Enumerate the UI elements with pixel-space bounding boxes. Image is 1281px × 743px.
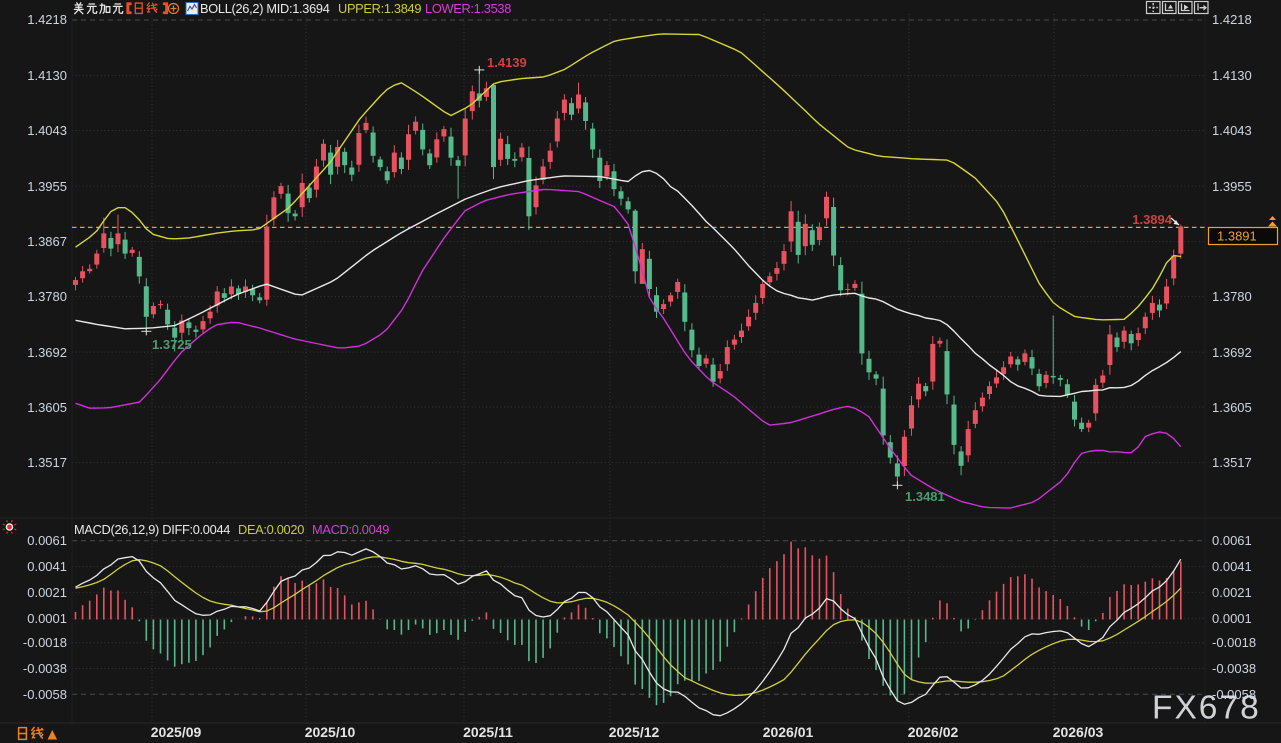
svg-text:2026/03: 2026/03: [1053, 724, 1104, 740]
svg-text:0.0021: 0.0021: [27, 585, 67, 600]
svg-text:2025/10: 2025/10: [305, 724, 356, 740]
svg-text:MACD:0.0049: MACD:0.0049: [312, 522, 389, 537]
svg-text:1.3517: 1.3517: [1212, 455, 1252, 470]
svg-text:-0.0058: -0.0058: [23, 687, 67, 702]
svg-text:0.0041: 0.0041: [27, 559, 67, 574]
svg-text:0.0061: 0.0061: [27, 533, 67, 548]
svg-text:1.4043: 1.4043: [1212, 123, 1252, 138]
svg-text:1.4043: 1.4043: [27, 123, 67, 138]
svg-text:1.3955: 1.3955: [27, 179, 67, 194]
svg-text:1.4218: 1.4218: [1212, 12, 1252, 27]
svg-text:2026/01: 2026/01: [763, 724, 814, 740]
svg-text:2025/12: 2025/12: [609, 724, 660, 740]
svg-text:0.0061: 0.0061: [1212, 533, 1252, 548]
svg-text:LOWER:1.3538: LOWER:1.3538: [425, 1, 511, 16]
svg-text:1.4130: 1.4130: [1212, 68, 1252, 83]
svg-text:-0.0018: -0.0018: [23, 635, 67, 650]
svg-text:2025/09: 2025/09: [151, 724, 202, 740]
svg-text:1.3605: 1.3605: [1212, 400, 1252, 415]
svg-text:1.3780: 1.3780: [27, 289, 67, 304]
svg-text:2026/02: 2026/02: [908, 724, 959, 740]
svg-text:1.3780: 1.3780: [1212, 289, 1252, 304]
svg-text:1.3481: 1.3481: [905, 489, 945, 504]
svg-text:0.0021: 0.0021: [1212, 585, 1252, 600]
svg-text:0.0001: 0.0001: [27, 611, 67, 626]
svg-text:1.3605: 1.3605: [27, 400, 67, 415]
svg-text:-0.0038: -0.0038: [1212, 661, 1256, 676]
svg-text:1.3867: 1.3867: [27, 234, 67, 249]
svg-text:1.4130: 1.4130: [27, 68, 67, 83]
svg-text:DEA:0.0020: DEA:0.0020: [238, 522, 304, 537]
svg-text:UPPER:1.3849: UPPER:1.3849: [338, 1, 421, 16]
svg-text:1.3891: 1.3891: [1217, 229, 1257, 244]
svg-text:1.3955: 1.3955: [1212, 179, 1252, 194]
svg-text:1.3692: 1.3692: [27, 345, 67, 360]
svg-text:-0.0018: -0.0018: [1212, 635, 1256, 650]
svg-text:1.3894: 1.3894: [1132, 212, 1173, 227]
svg-text:-0.0058: -0.0058: [1212, 687, 1256, 702]
svg-text:1.4218: 1.4218: [27, 12, 67, 27]
svg-text:MACD(26,12,9) DIFF:0.0044: MACD(26,12,9) DIFF:0.0044: [74, 522, 230, 537]
svg-text:1.3725: 1.3725: [152, 337, 192, 352]
svg-text:0.0001: 0.0001: [1212, 611, 1252, 626]
svg-text:2025/11: 2025/11: [463, 724, 513, 740]
svg-text:-0.0038: -0.0038: [23, 661, 67, 676]
svg-text:1.4139: 1.4139: [487, 55, 527, 70]
svg-text:1.3517: 1.3517: [27, 455, 67, 470]
svg-text:0.0041: 0.0041: [1212, 559, 1252, 574]
svg-text:1.3692: 1.3692: [1212, 345, 1252, 360]
svg-text:FX678: FX678: [1152, 690, 1261, 727]
svg-text:BOLL(26,2) MID:1.3694: BOLL(26,2) MID:1.3694: [200, 1, 330, 16]
